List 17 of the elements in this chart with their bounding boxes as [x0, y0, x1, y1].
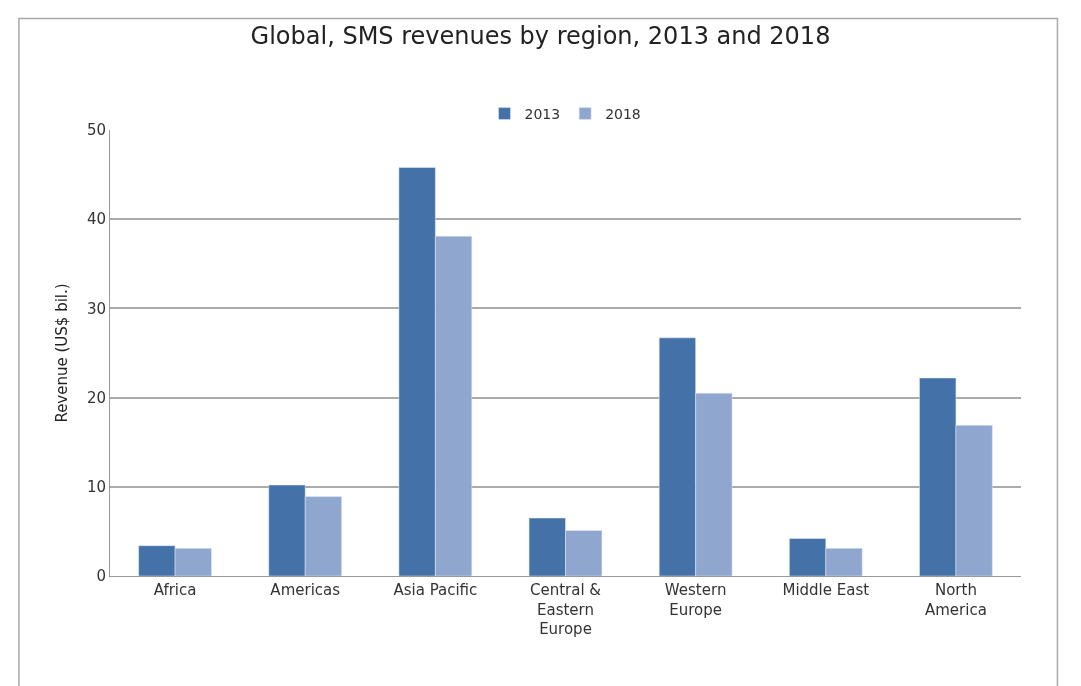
x-tick-label: Americas [270, 581, 341, 599]
y-tick-label: 30 [86, 299, 106, 318]
y-tick-label: 50 [86, 121, 106, 140]
legend-label: 2013 [524, 106, 561, 123]
x-tick-label: Asia Pacific [393, 581, 478, 599]
y-tick-label: 20 [86, 388, 106, 407]
y-tick-label: 10 [86, 478, 106, 497]
legend-label: 2018 [605, 106, 641, 123]
x-tick-label: Western Europe [664, 581, 727, 619]
x-tick-label: Africa [153, 581, 197, 599]
x-tick-label: Central & Eastern Europe [529, 581, 602, 638]
y-tick-label: 0 [96, 567, 106, 586]
chart-title: Global, SMS revenues by region, 2013 and 2018 [250, 22, 831, 51]
y-axis-title: Revenue (US$ bil.) [53, 283, 72, 423]
y-tick-label: 40 [86, 210, 106, 229]
x-tick-label: North America [924, 581, 987, 619]
x-tick-label: Middle East [782, 581, 870, 599]
